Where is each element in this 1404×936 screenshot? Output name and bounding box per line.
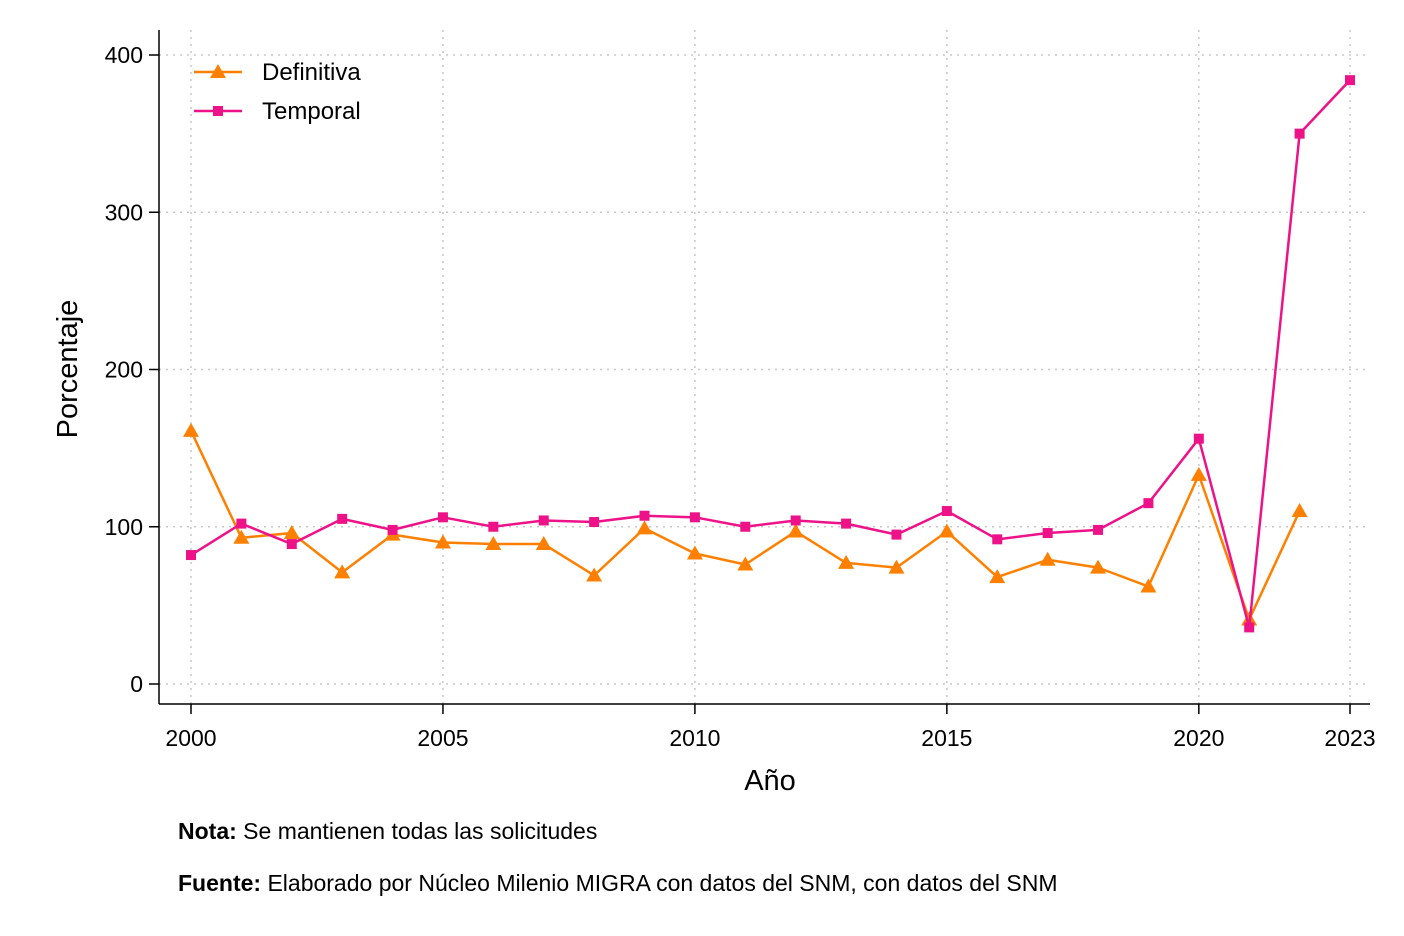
y-tick-label: 400	[105, 42, 143, 68]
legend-item-definitiva: Definitiva	[194, 59, 361, 86]
data-point	[589, 517, 600, 528]
y-tick-label: 200	[105, 357, 143, 383]
data-point	[891, 529, 902, 540]
series-line	[190, 79, 1351, 629]
data-point	[888, 559, 905, 574]
x-tick-label: 2023	[1324, 725, 1375, 751]
series-definitiva	[183, 422, 1308, 626]
data-point	[639, 510, 650, 521]
data-point	[485, 536, 502, 551]
data-point	[941, 506, 952, 517]
data-point	[233, 529, 250, 544]
series-temporal	[186, 75, 1355, 633]
data-point	[989, 569, 1006, 584]
data-point	[689, 512, 700, 523]
data-point	[334, 564, 351, 579]
data-point	[938, 523, 955, 538]
data-point	[737, 556, 754, 571]
data-point	[1093, 524, 1104, 535]
x-tick-label: 2015	[921, 725, 972, 751]
data-point	[337, 513, 348, 524]
data-point	[488, 521, 499, 532]
chart-source: Fuente: Elaborado por Núcleo Milenio MIG…	[178, 870, 1058, 897]
y-axis-title: Porcentaje	[52, 300, 84, 439]
grid-lines	[159, 30, 1370, 704]
data-point	[686, 545, 703, 560]
data-point	[740, 521, 751, 532]
legend-item-temporal: Temporal	[194, 98, 361, 125]
data-point	[387, 524, 398, 535]
series-layer	[183, 75, 1355, 633]
x-tick-label: 2005	[417, 725, 468, 751]
legend-swatch-marker	[213, 106, 223, 116]
data-point	[236, 518, 247, 529]
data-point	[1345, 75, 1355, 86]
data-point	[437, 512, 448, 523]
note-text: Se mantienen todas las solicitudes	[236, 818, 598, 844]
source-label: Fuente:	[178, 870, 262, 896]
data-point	[1090, 559, 1107, 574]
legend: Definitiva Temporal	[194, 59, 361, 125]
data-point	[1291, 503, 1308, 518]
x-tick-label: 2010	[669, 725, 720, 751]
y-tick-label: 100	[105, 514, 143, 540]
data-point	[1039, 551, 1056, 566]
legend-label: Definitiva	[262, 59, 361, 86]
data-point	[186, 550, 196, 561]
y-tick-label: 300	[105, 199, 143, 225]
line-chart: 0 100 200 300 400 2000 2005 2010 2015 2020 2023 De…	[52, 30, 1376, 797]
data-point	[841, 518, 852, 529]
data-point	[1143, 498, 1154, 509]
legend-swatch-marker	[210, 64, 226, 78]
note-label: Nota:	[178, 818, 237, 844]
data-point	[283, 525, 300, 540]
data-point	[787, 523, 804, 538]
x-tick-label: 2020	[1173, 725, 1224, 751]
chart-note: Nota: Se mantienen todas las solicitudes	[178, 818, 597, 845]
data-point	[838, 554, 855, 569]
data-point	[1193, 433, 1204, 444]
data-point	[535, 536, 552, 551]
data-point	[1294, 128, 1305, 139]
x-axis-title: Año	[744, 765, 796, 797]
data-point	[286, 539, 297, 550]
data-point	[790, 515, 801, 526]
data-point	[1042, 528, 1053, 539]
x-tick-label: 2000	[165, 725, 216, 751]
data-point	[183, 422, 199, 437]
source-text: Elaborado por Núcleo Milenio MIGRA con d…	[261, 870, 1058, 896]
data-point	[1140, 578, 1157, 593]
data-point	[636, 520, 653, 535]
axes: 0 100 200 300 400 2000 2005 2010 2015 2020 2023	[105, 30, 1376, 751]
y-tick-label: 0	[130, 671, 143, 697]
data-point	[992, 534, 1003, 545]
data-point	[434, 534, 451, 549]
data-point	[1244, 622, 1255, 633]
data-point	[538, 515, 549, 526]
legend-label: Temporal	[262, 98, 361, 125]
data-point	[1190, 466, 1207, 481]
data-point	[586, 567, 603, 582]
